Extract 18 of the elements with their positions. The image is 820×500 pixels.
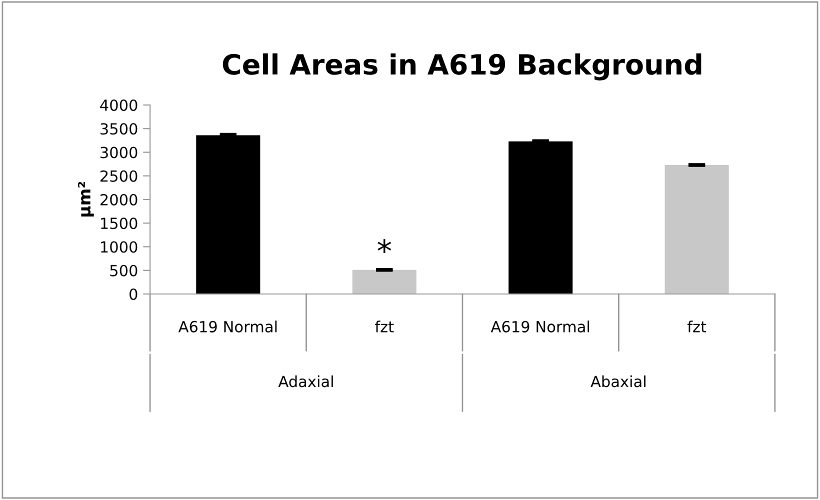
y-axis-title: µm² — [78, 182, 94, 217]
x-tick-label: fzt — [687, 320, 706, 332]
y-tick-label: 2500 — [100, 170, 138, 182]
y-tick-label: 1500 — [101, 218, 138, 230]
text: Abaxial — [590, 375, 646, 388]
x-tick-label: fzt — [375, 320, 394, 332]
y-tick-label: 4000 — [100, 99, 138, 112]
y-tick-label: 3500 — [100, 123, 138, 135]
y-tick-label: 500 — [110, 264, 138, 276]
y-tick-label: 3000 — [100, 146, 138, 158]
x-tick-label: A619 Normal — [178, 320, 277, 332]
annotation: * — [378, 239, 392, 254]
y-tick-label: 2000 — [100, 194, 138, 206]
y-tick-label: 0 — [130, 288, 138, 300]
chart-title: Cell Areas in A619 Background — [222, 53, 702, 80]
y-tick-label: 1000 — [101, 241, 138, 253]
text: Adaxial — [278, 375, 333, 388]
x-tick-label: A619 Normal — [490, 320, 590, 332]
